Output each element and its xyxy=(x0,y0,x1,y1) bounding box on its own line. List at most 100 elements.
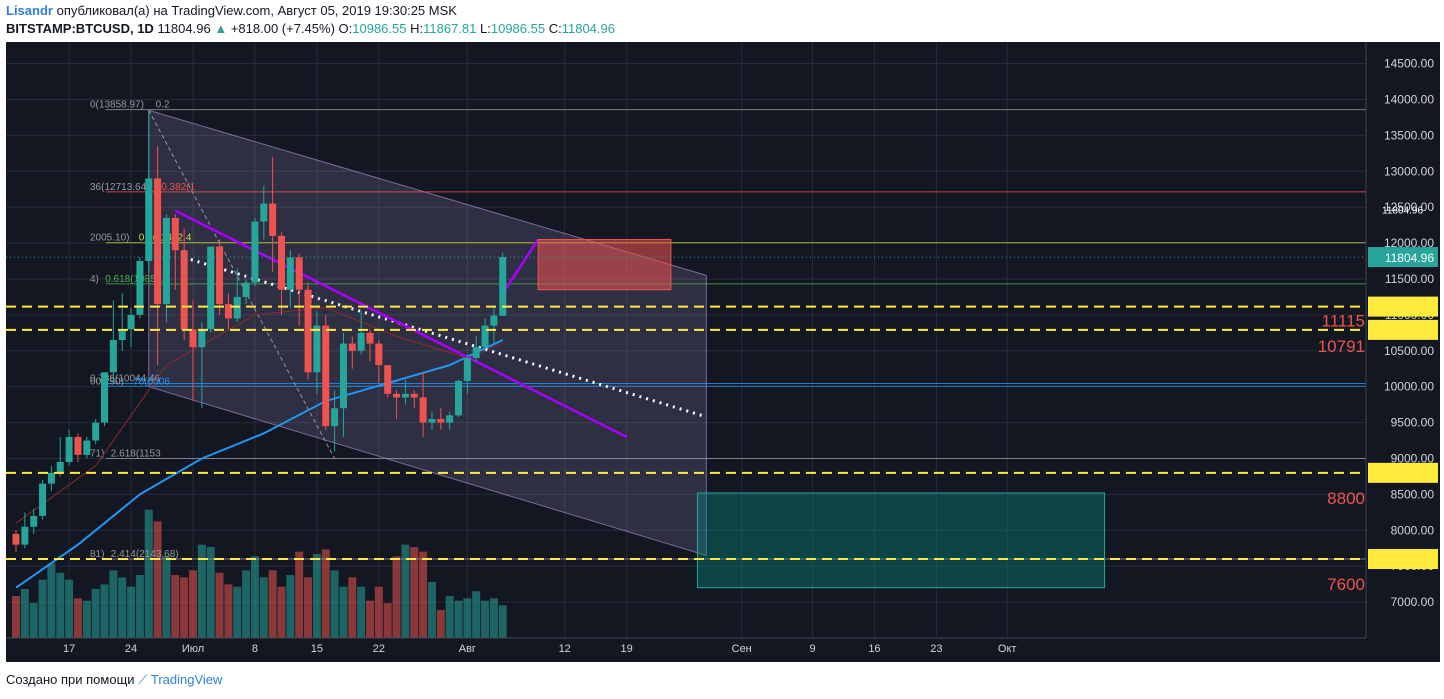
footer: Создано при помощи ⟋ TradingView xyxy=(6,672,222,688)
volume-bar xyxy=(410,547,419,638)
low-label: L: xyxy=(480,21,491,36)
candle-body xyxy=(118,329,126,340)
candle-body xyxy=(260,203,268,222)
price-tick-label: 9500.00 xyxy=(1391,416,1435,430)
candle-body xyxy=(437,418,445,423)
volume-bar xyxy=(82,600,91,638)
candle-body xyxy=(180,250,188,330)
price-chart[interactable]: 0(13858.97) 0.2 36(12713.64) 0.382(1 2005.10… xyxy=(6,42,1440,662)
candle-body xyxy=(56,462,64,473)
volume-bar xyxy=(135,575,144,638)
volume-bar xyxy=(73,598,82,638)
time-tick-label: 22 xyxy=(373,643,385,655)
volume-bar xyxy=(330,570,339,638)
candle-body xyxy=(251,221,259,283)
candle-body xyxy=(375,343,383,366)
fib-level-label: 4) xyxy=(90,274,99,285)
time-tick-label: Сен xyxy=(732,643,752,655)
moving-average-line xyxy=(15,339,504,589)
candle-body xyxy=(242,282,250,297)
candle-body xyxy=(357,332,365,351)
candle-body xyxy=(224,304,232,319)
volume-bar xyxy=(321,549,330,638)
candle-body xyxy=(12,533,20,545)
candle-body xyxy=(339,343,347,409)
volume-bar xyxy=(339,586,348,638)
volume-bar xyxy=(445,596,454,638)
fib-level-label: 0.786(10044.46 xyxy=(90,374,161,385)
close-value: 11804.96 xyxy=(561,21,615,36)
volume-bar xyxy=(215,572,224,638)
chart-area[interactable]: 0(13858.97) 0.2 36(12713.64) 0.382(1 2005.10… xyxy=(6,42,1440,662)
volume-bar xyxy=(268,570,277,638)
volume-bar xyxy=(20,589,29,638)
time-tick-label: 9 xyxy=(809,643,815,655)
volume-bar xyxy=(109,570,118,638)
last-price: 11804.96 xyxy=(157,21,211,36)
volume-bar xyxy=(189,570,197,638)
candle-body xyxy=(472,347,480,358)
candle-body xyxy=(39,483,47,516)
price-tick-label: 13000.00 xyxy=(1384,164,1434,178)
chart-publish-header: Lisandr опубликовал(а) на TradingView.co… xyxy=(6,3,457,18)
candle-body xyxy=(127,314,135,330)
volume-bar xyxy=(401,544,410,638)
key-level-label: 8800 xyxy=(1327,489,1365,508)
price-tick-label: 13500.00 xyxy=(1384,128,1434,142)
time-tick-label: 19 xyxy=(621,643,633,655)
author-name[interactable]: Lisandr xyxy=(6,3,53,18)
volume-bar xyxy=(374,586,383,638)
volume-bar xyxy=(427,582,436,638)
time-tick-label: 15 xyxy=(311,643,323,655)
close-label: C: xyxy=(548,21,562,36)
volume-bar xyxy=(366,600,374,638)
volume-bar xyxy=(392,556,401,638)
ohlc-header: BITSTAMP:BTCUSD, 1D 11804.96 ▲ +818.00 (… xyxy=(6,21,615,36)
fib-diagonal xyxy=(148,109,336,459)
price-tick-label: 8500.00 xyxy=(1391,487,1435,501)
fib-level-label: 71) xyxy=(90,448,104,459)
time-tick-label: 8 xyxy=(252,643,258,655)
key-level-label: 11115 xyxy=(1322,312,1366,331)
candle-body xyxy=(384,365,392,394)
time-tick-label: 23 xyxy=(930,643,942,655)
key-level-badge xyxy=(1368,549,1438,570)
volume-bar xyxy=(233,586,242,638)
resistance-trendline xyxy=(174,209,628,439)
volume-bar xyxy=(12,596,20,638)
candle-body xyxy=(295,257,303,290)
time-tick-label: Авг xyxy=(459,643,476,655)
candle-body xyxy=(410,393,418,398)
price-tick-label: 8000.00 xyxy=(1391,523,1435,537)
candle-body xyxy=(154,178,162,305)
time-tick-label: 17 xyxy=(63,643,75,655)
candle-body xyxy=(481,325,489,348)
low-value: 10986.55 xyxy=(490,21,546,36)
candle-body xyxy=(233,296,241,319)
candle-body xyxy=(162,217,170,305)
fib-level-ratio: 2.618(1153 xyxy=(111,448,161,459)
candle-body xyxy=(428,418,436,423)
volume-bar xyxy=(153,521,162,638)
time-tick-label: 12 xyxy=(559,643,571,655)
price-tick-label: 14000.00 xyxy=(1384,92,1434,106)
time-axis-bg xyxy=(6,638,1366,662)
candle-body xyxy=(189,329,197,348)
candle-body xyxy=(393,393,401,398)
candle-body xyxy=(145,178,153,262)
candle-body xyxy=(171,217,179,251)
candle-body xyxy=(366,332,374,344)
volume-bar xyxy=(348,577,357,638)
tradingview-brand[interactable]: TradingView xyxy=(150,672,223,687)
candle-body xyxy=(446,415,454,423)
price-change: +818.00 (+7.45%) xyxy=(230,21,335,36)
up-arrow-icon: ▲ xyxy=(214,21,228,36)
key-level-label: 7600 xyxy=(1327,575,1365,594)
time-tick-label: Окт xyxy=(998,643,1017,655)
price-tick-label: 10500.00 xyxy=(1384,344,1434,358)
candle-body xyxy=(304,289,312,373)
key-level-badge xyxy=(1368,462,1438,483)
candle-body xyxy=(83,440,91,455)
candle-body xyxy=(490,315,498,326)
key-level-badge xyxy=(1368,319,1438,340)
